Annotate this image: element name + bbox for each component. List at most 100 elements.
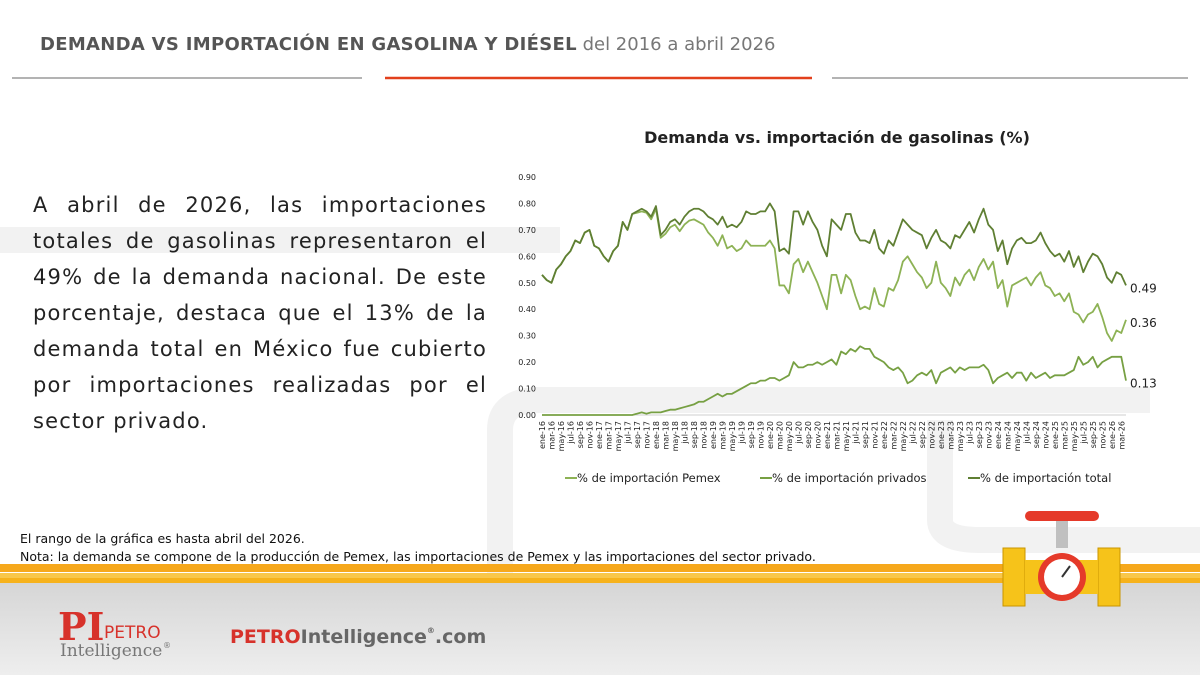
data-label: 0.13 bbox=[1130, 377, 1157, 391]
x-tick-label: mar-22 bbox=[889, 421, 898, 450]
x-tick-label: ene-18 bbox=[652, 421, 661, 449]
x-tick-label: jul-23 bbox=[965, 421, 974, 445]
x-tick-label: jul-17 bbox=[623, 421, 632, 445]
x-tick-label: sep-18 bbox=[690, 421, 699, 448]
x-tick-label: ene-16 bbox=[538, 421, 547, 449]
y-tick-label: 0.90 bbox=[518, 173, 536, 182]
website-reg: ® bbox=[427, 626, 435, 635]
legend-item: % de importación total bbox=[968, 471, 1111, 485]
x-tick-label: ene-21 bbox=[823, 421, 832, 449]
x-tick-label: ene-22 bbox=[880, 421, 889, 449]
header-title: DEMANDA VS IMPORTACIÓN EN GASOLINA Y DIÉ… bbox=[40, 34, 577, 55]
website-part: .com bbox=[435, 626, 486, 648]
x-tick-label: sep-20 bbox=[804, 421, 813, 448]
x-tick-label: ene-25 bbox=[1051, 421, 1060, 449]
legend-label: % de importación privados bbox=[772, 471, 927, 485]
x-tick-label: nov-24 bbox=[1041, 421, 1050, 449]
x-tick-label: sep-19 bbox=[747, 421, 756, 448]
y-tick-label: 0.70 bbox=[518, 226, 536, 235]
legend-item: % de importación privados bbox=[760, 471, 927, 485]
x-tick-label: nov-18 bbox=[699, 421, 708, 449]
legend-label: % de importación Pemex bbox=[577, 471, 721, 485]
footnote: Nota: la demanda se compone de la produc… bbox=[20, 549, 816, 564]
logo-text: Intelligence bbox=[60, 641, 162, 661]
x-tick-label: sep-22 bbox=[918, 421, 927, 448]
background-pipes bbox=[0, 227, 1200, 640]
y-tick-label: 0.40 bbox=[518, 305, 536, 314]
y-tick-label: 0.60 bbox=[518, 252, 536, 261]
valve-icon bbox=[1002, 511, 1121, 607]
chart-title: Demanda vs. importación de gasolinas (%) bbox=[644, 128, 1030, 147]
x-tick-label: nov-16 bbox=[585, 421, 594, 449]
x-tick-label: jul-20 bbox=[794, 421, 803, 445]
x-tick-label: jul-24 bbox=[1022, 421, 1031, 445]
series-line bbox=[541, 207, 1127, 342]
logo-text: PETRO bbox=[104, 623, 161, 643]
x-tick-label: nov-19 bbox=[756, 421, 765, 449]
y-tick-label: 0.10 bbox=[518, 385, 536, 394]
x-tick-label: nov-20 bbox=[813, 421, 822, 449]
x-tick-label: may-16 bbox=[557, 421, 566, 451]
x-tick-label: jul-21 bbox=[851, 421, 860, 445]
legend-item: % de importación Pemex bbox=[565, 471, 721, 485]
x-tick-label: nov-21 bbox=[870, 421, 879, 449]
x-tick-label: ene-19 bbox=[709, 421, 718, 449]
data-label: 0.49 bbox=[1130, 281, 1157, 295]
x-tick-label: may-23 bbox=[956, 421, 965, 451]
x-tick-label: mar-17 bbox=[604, 421, 613, 450]
header-subtitle: del 2016 a abril 2026 bbox=[582, 34, 776, 55]
x-tick-label: mar-25 bbox=[1060, 421, 1069, 450]
website-part: Intelligence bbox=[301, 626, 427, 648]
x-tick-label: sep-24 bbox=[1032, 421, 1041, 448]
bottom-band bbox=[0, 564, 1200, 675]
x-tick-label: mar-26 bbox=[1117, 421, 1126, 450]
x-tick-label: may-22 bbox=[899, 421, 908, 451]
footnote: El rango de la gráfica es hasta abril de… bbox=[20, 531, 305, 546]
x-tick-label: mar-19 bbox=[718, 421, 727, 450]
x-tick-label: may-19 bbox=[728, 421, 737, 451]
logo-mark: PI bbox=[58, 604, 104, 649]
x-tick-label: ene-26 bbox=[1108, 421, 1117, 449]
x-tick-label: jul-25 bbox=[1079, 421, 1088, 445]
body-text: A abril de 2026, las importaciones total… bbox=[33, 193, 487, 433]
x-tick-label: nov-17 bbox=[642, 421, 651, 449]
x-tick-label: nov-22 bbox=[927, 421, 936, 449]
y-tick-label: 0.00 bbox=[518, 411, 536, 420]
x-tick-label: ene-17 bbox=[595, 421, 604, 449]
x-tick-label: may-18 bbox=[671, 421, 680, 451]
y-tick-label: 0.20 bbox=[518, 358, 536, 367]
x-tick-label: may-21 bbox=[842, 421, 851, 451]
series-line bbox=[542, 345, 1127, 416]
x-tick-label: may-20 bbox=[785, 421, 794, 451]
y-tick-label: 0.30 bbox=[518, 332, 536, 341]
x-tick-label: mar-20 bbox=[775, 421, 784, 450]
x-tick-label: jul-22 bbox=[908, 421, 917, 445]
x-tick-label: sep-23 bbox=[975, 421, 984, 448]
x-tick-label: nov-23 bbox=[984, 421, 993, 449]
x-tick-label: mar-21 bbox=[832, 421, 841, 450]
x-tick-label: ene-20 bbox=[766, 421, 775, 449]
series-line bbox=[541, 202, 1127, 286]
x-tick-label: nov-25 bbox=[1098, 421, 1107, 449]
x-tick-label: sep-25 bbox=[1089, 421, 1098, 448]
website-part: PETRO bbox=[230, 626, 301, 648]
x-tick-label: jul-16 bbox=[566, 421, 575, 445]
x-tick-label: jul-18 bbox=[680, 421, 689, 445]
x-tick-label: ene-23 bbox=[937, 421, 946, 449]
x-tick-label: mar-24 bbox=[1003, 421, 1012, 450]
x-tick-label: may-24 bbox=[1013, 421, 1022, 451]
x-tick-label: may-17 bbox=[614, 421, 623, 451]
legend-label: % de importación total bbox=[980, 471, 1111, 485]
x-tick-label: may-25 bbox=[1070, 421, 1079, 451]
data-label: 0.36 bbox=[1130, 316, 1157, 330]
y-tick-label: 0.80 bbox=[518, 199, 536, 208]
x-tick-label: mar-16 bbox=[547, 421, 556, 450]
x-tick-label: ene-24 bbox=[994, 421, 1003, 449]
y-tick-label: 0.50 bbox=[518, 279, 536, 288]
logo: PI PETRO Intelligence ® bbox=[58, 604, 171, 661]
x-tick-label: mar-23 bbox=[946, 421, 955, 450]
header: DEMANDA VS IMPORTACIÓN EN GASOLINA Y DIÉ… bbox=[40, 34, 775, 55]
x-tick-label: jul-19 bbox=[737, 421, 746, 445]
